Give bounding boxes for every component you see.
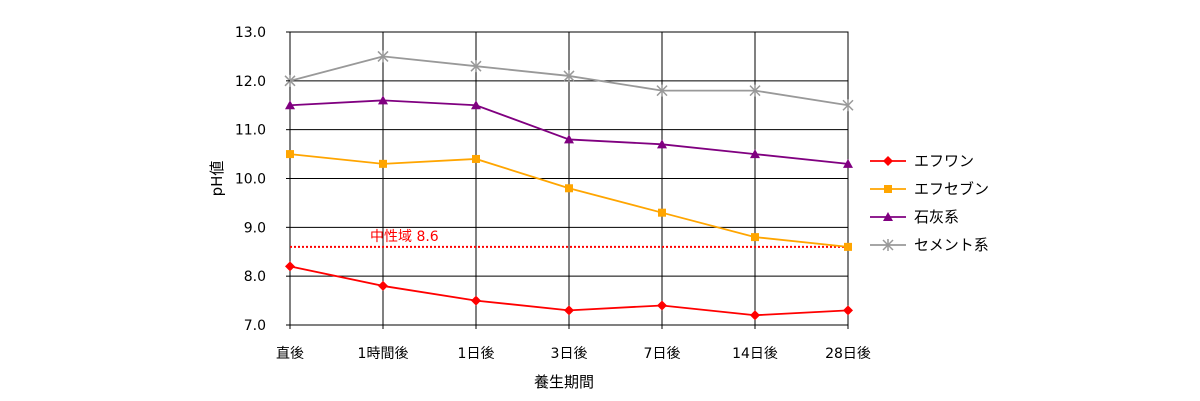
x-tick-label: 直後 [276, 345, 304, 362]
data-point [563, 69, 575, 82]
x-tick-label: 1時間後 [358, 346, 409, 362]
data-point [471, 295, 481, 306]
legend-item-1: エフワン [870, 152, 974, 170]
data-point [285, 261, 295, 272]
legend-label: エフワン [914, 152, 974, 170]
y-axis-title: pH値 [208, 161, 226, 197]
data-point [379, 159, 387, 168]
legend-item-3: 石灰系 [870, 208, 959, 226]
data-point [843, 158, 853, 168]
data-point [285, 100, 295, 110]
data-point [378, 280, 388, 291]
data-point [656, 84, 668, 97]
axis-layer: 7.0 8.0 9.0 10.0 11.0 12.0 13.0 直後 1時間後 1日後 3日後 7日後… [208, 25, 871, 391]
series-layer [284, 50, 854, 321]
legend-swatch-marker [884, 185, 892, 193]
series-2 [286, 150, 852, 251]
legend-label: エフセブン [914, 180, 989, 198]
data-point [844, 242, 852, 251]
data-point [565, 184, 573, 193]
data-point [564, 305, 574, 316]
x-tick-label: 28日後 [825, 346, 871, 362]
data-point [377, 50, 389, 63]
data-point [471, 100, 481, 110]
reference-line-label: 中性域 8.6 [370, 229, 439, 245]
legend-label: セメント系 [914, 236, 989, 254]
x-tick-label: 3日後 [551, 346, 588, 362]
data-point [750, 310, 760, 321]
data-point [470, 60, 482, 73]
data-point [657, 139, 667, 149]
data-point [657, 300, 667, 311]
legend-label: 石灰系 [914, 208, 959, 226]
x-tick-label: 14日後 [732, 346, 778, 362]
legend-swatch-marker [883, 212, 893, 221]
x-tick-label: 1日後 [458, 346, 495, 362]
y-tick-label: 13.0 [235, 25, 266, 41]
data-point [749, 84, 761, 97]
reference-line-layer: 中性域 8.6 [290, 229, 848, 248]
data-point [750, 149, 760, 159]
x-tick-label: 7日後 [644, 346, 681, 362]
legend-item-4: セメント系 [870, 236, 989, 254]
y-tick-label: 9.0 [244, 220, 266, 236]
y-tick-label: 7.0 [244, 318, 266, 334]
legend-swatch-marker [883, 156, 893, 166]
data-point [843, 305, 853, 316]
data-point [564, 134, 574, 144]
y-tick-label: 11.0 [235, 123, 266, 139]
legend-item-2: エフセブン [870, 180, 989, 198]
data-point [658, 208, 666, 217]
y-tick-label: 12.0 [235, 74, 266, 90]
legend-swatch-marker [882, 239, 894, 251]
data-point [378, 95, 388, 105]
data-point [286, 150, 294, 159]
series-4 [284, 50, 854, 112]
y-tick-label: 8.0 [244, 269, 266, 285]
series-3 [285, 95, 853, 168]
data-point [751, 233, 759, 242]
y-tick-label: 10.0 [235, 172, 266, 188]
data-point [842, 99, 854, 112]
data-point [472, 154, 480, 163]
series-1 [285, 261, 853, 321]
x-axis-title: 養生期間 [534, 373, 594, 391]
